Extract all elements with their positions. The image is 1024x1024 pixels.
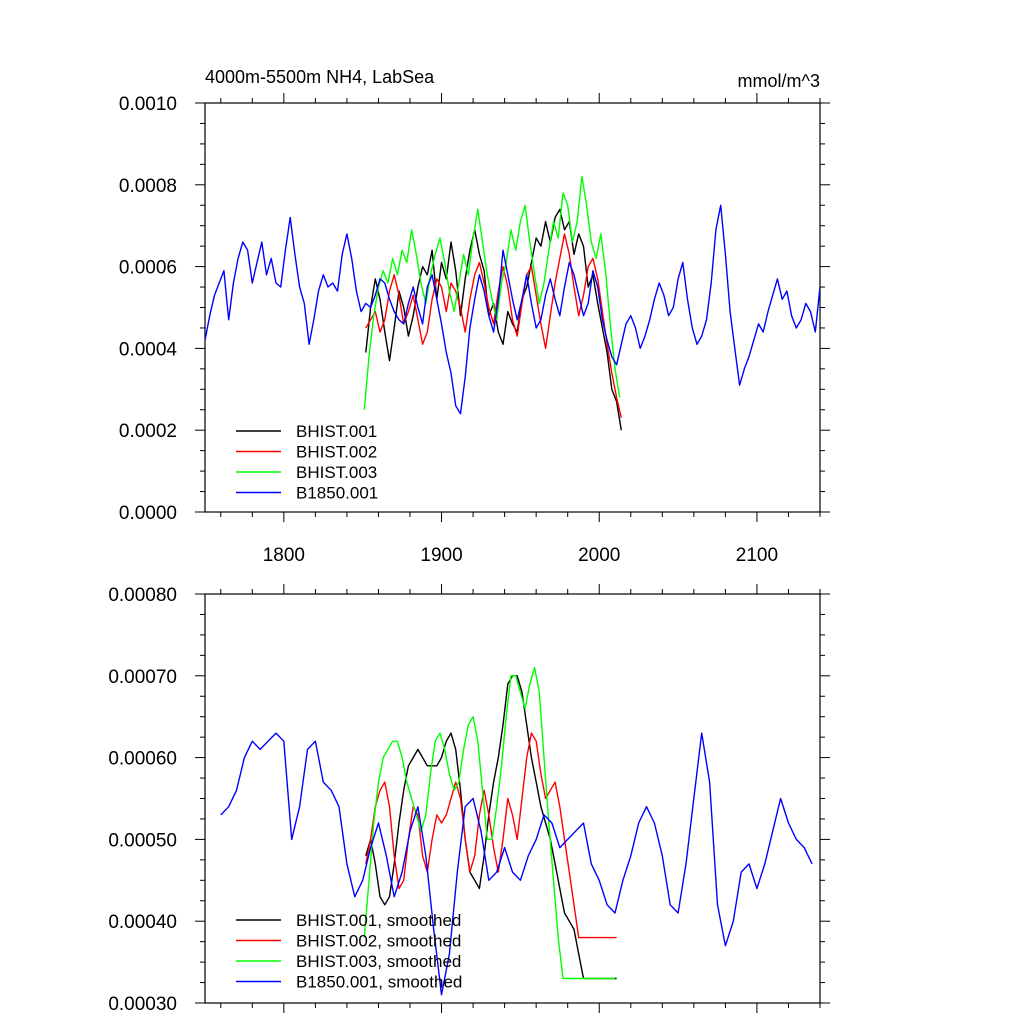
y-tick-label: 0.00070: [108, 667, 177, 688]
series-line-2: [363, 175, 621, 410]
y-tick-label: 0.00060: [108, 749, 177, 770]
x-tick-label: 2000: [578, 545, 620, 566]
legend: BHIST.001, smoothed BHIST.002, smoothedBH…: [236, 911, 462, 992]
x-tick-label: 1900: [420, 545, 462, 566]
y-tick-label: 0.00080: [108, 585, 177, 606]
y-tick-label: 0.00040: [108, 912, 177, 933]
y-tick-label: 0.0002: [119, 421, 177, 442]
x-tick-label: 2100: [736, 545, 778, 566]
y-tick-label: 0.00030: [108, 994, 177, 1015]
legend-label: BHIST.002, smoothed: [296, 932, 461, 951]
series-group: [220, 666, 813, 996]
legend-label: BHIST.003, smoothed: [296, 952, 461, 971]
series-line-1: [365, 233, 622, 419]
legend-label: BHIST.003: [296, 463, 377, 482]
y-tick-label: 0.0008: [119, 176, 177, 197]
top-panel: 1800 1900 2000 2100 0.0000 0.0002 0.0004 0.0006…: [119, 67, 830, 566]
bottom-panel: 0.00030 0.00040 0.00050 0.00060 0.00070 0.000…: [108, 584, 830, 1015]
y-tick-label: 0.0000: [119, 503, 177, 524]
legend-label: BHIST.002: [296, 443, 377, 462]
x-tick-label: 1800: [263, 545, 305, 566]
legend-label: BHIST.001, smoothed: [296, 911, 461, 930]
series-group: [205, 175, 820, 431]
y-tick-label: 0.0006: [119, 258, 177, 279]
series-line-0: [365, 675, 617, 980]
y-tick-label: 0.0004: [119, 339, 178, 360]
legend-label: BHIST.001: [296, 422, 377, 441]
y-tick-label: 0.0010: [119, 94, 177, 115]
y-tick-label: 0.00050: [108, 830, 177, 851]
series-line-3: [205, 204, 820, 415]
units-label: mmol/m^3: [738, 71, 820, 91]
series-line-2: [363, 666, 615, 980]
legend-label: B1850.001: [296, 484, 378, 503]
chart-title: 4000m-5500m NH4, LabSea: [205, 67, 435, 87]
legend-label: B1850.001, smoothed: [296, 973, 462, 992]
series-line-3: [220, 732, 813, 996]
